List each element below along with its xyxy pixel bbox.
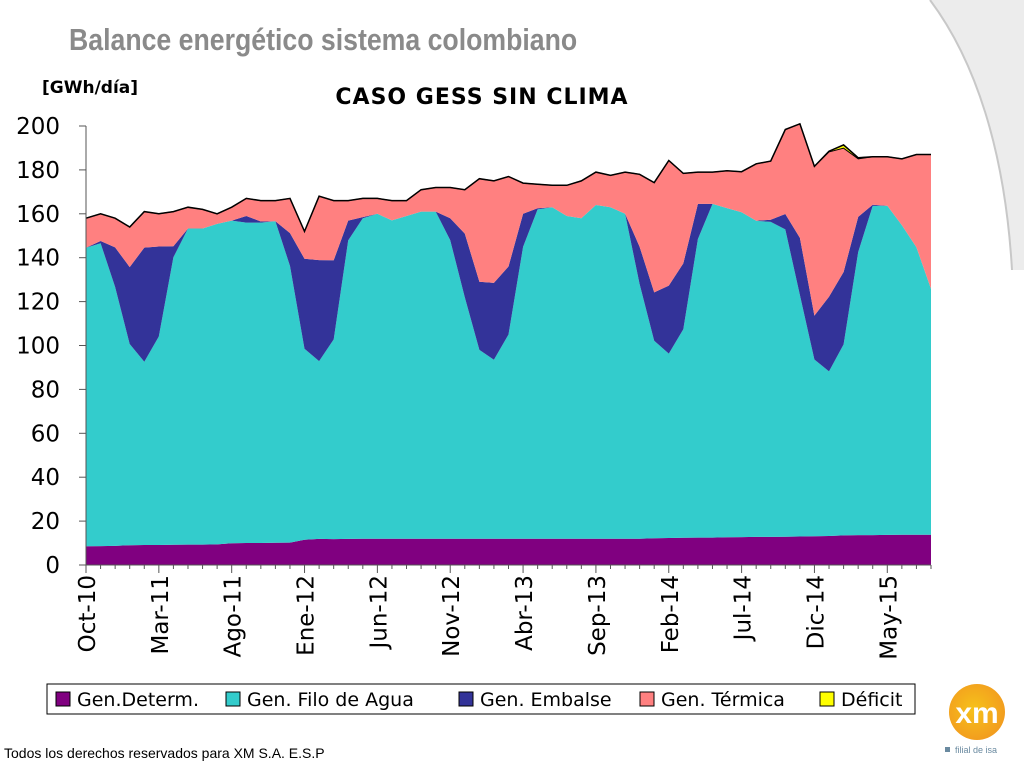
x-tick-label: Dic-14 — [803, 575, 829, 649]
legend-swatch-gen-filo-de-agua — [225, 691, 241, 707]
y-tick-label: 180 — [16, 158, 60, 184]
area-gen-filo-de-agua — [86, 203, 931, 547]
x-tick-label: Mar-11 — [148, 575, 174, 655]
chart-title: CASO GESS SIN CLIMA — [335, 85, 628, 110]
y-tick-label: 120 — [16, 290, 60, 316]
y-unit-label: [GWh/día] — [42, 78, 138, 98]
x-tick-label: May-15 — [876, 575, 902, 660]
footer-copyright: Todos los derechos reservados para XM S.… — [4, 745, 325, 761]
area-series-group — [85, 122, 931, 565]
legend-label-gen-filo-de-agua: Gen. Filo de Agua — [247, 689, 414, 711]
x-tick-label: Abr-13 — [512, 575, 538, 651]
y-tick-label: 60 — [31, 421, 60, 447]
legend-label-gen-determ: Gen.Determ. — [77, 689, 199, 711]
logo-circle — [949, 684, 1005, 740]
x-tick-label: Jun-12 — [366, 575, 392, 651]
logo-square-icon — [945, 747, 950, 752]
y-tick-label: 160 — [16, 202, 60, 228]
x-tick-label: Sep-13 — [585, 575, 611, 656]
y-tick-label: 40 — [31, 465, 60, 491]
legend: Gen.Determ. Gen. Filo de Agua Gen. Embalse… — [46, 683, 916, 715]
legend-label-deficit: Déficit — [841, 689, 902, 711]
legend-swatch-gen-determ — [55, 691, 71, 707]
x-tick-label: Jul-14 — [731, 575, 757, 642]
logo-tagline: filial de isa — [955, 745, 997, 755]
x-tick-label: Feb-14 — [658, 575, 684, 653]
total-outline — [85, 122, 931, 234]
axes: 0 20 40 60 80 100 120 140 160 180 200 Oct-10 Mar-11 A… — [16, 114, 932, 660]
y-tick-label: 200 — [16, 114, 60, 140]
legend-label-gen-embalse: Gen. Embalse — [480, 689, 612, 711]
area-gen-determ — [86, 534, 931, 565]
xm-logo: xm filial de isa — [935, 680, 1024, 768]
legend-swatch-gen-embalse — [458, 691, 474, 707]
legend-frame — [46, 683, 916, 715]
y-tick-label: 80 — [31, 377, 60, 403]
y-tick-label: 140 — [16, 246, 60, 272]
chart: [GWh/día] CASO GESS SIN CLIMA 0 20 40 60 80 1… — [16, 78, 932, 715]
x-tick-label: Nov-12 — [439, 575, 465, 657]
slide-title: Balance energético sistema colombiano — [69, 22, 578, 57]
x-tick-label: Oct-10 — [75, 575, 101, 652]
legend-label-gen-termica: Gen. Térmica — [661, 689, 785, 711]
y-tick-label: 20 — [31, 509, 60, 535]
x-tick-label: Ago-11 — [221, 575, 247, 657]
x-tick-label: Ene-12 — [294, 575, 320, 656]
legend-swatch-gen-termica — [639, 691, 655, 707]
area-gen-embalse — [86, 203, 931, 372]
logo-mark: xm — [955, 697, 998, 730]
legend-swatch-deficit — [819, 691, 835, 707]
y-tick-label: 100 — [16, 334, 60, 360]
y-tick-label: 0 — [45, 553, 60, 579]
